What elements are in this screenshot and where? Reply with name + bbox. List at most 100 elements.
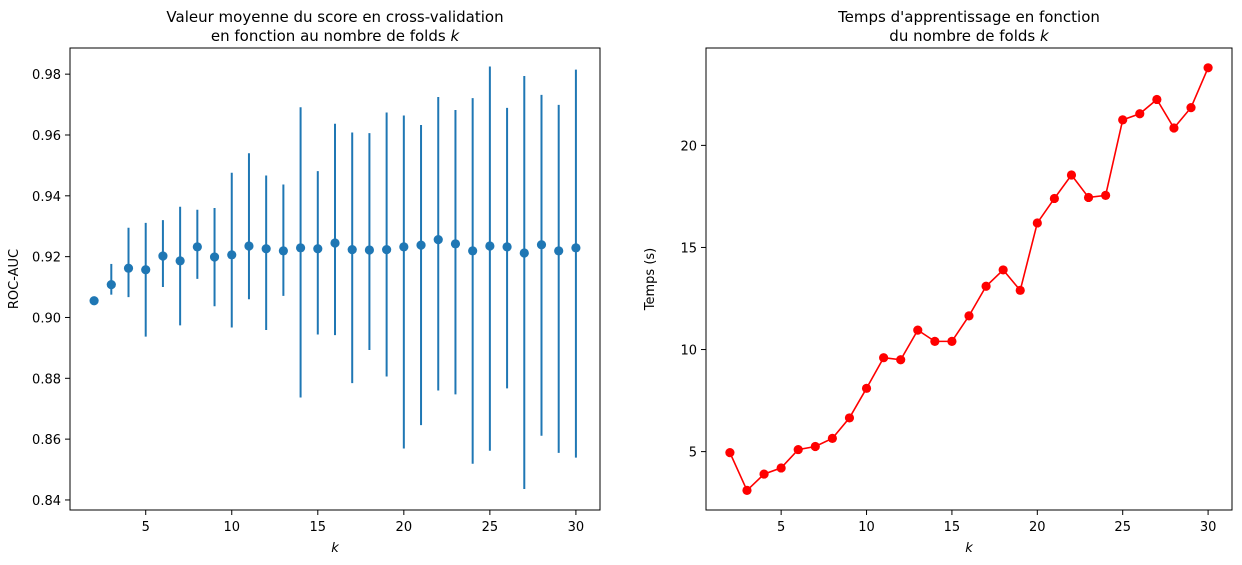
x-tick-label: 25: [1114, 520, 1131, 535]
data-point: [571, 243, 581, 253]
data-point: [1169, 123, 1179, 133]
data-point: [913, 325, 923, 335]
y-tick-label: 10: [680, 344, 697, 359]
data-point: [364, 245, 375, 255]
chart-title-variable: k: [1040, 27, 1050, 45]
data-point: [209, 252, 220, 262]
x-tick-label: 10: [858, 520, 875, 535]
data-point: [227, 250, 237, 260]
x-tick-label: 20: [1029, 520, 1046, 535]
data-point: [998, 265, 1008, 275]
data-point: [793, 444, 803, 455]
data-point: [295, 243, 306, 253]
data-point: [158, 251, 168, 261]
data-point: [776, 463, 786, 473]
data-point: [175, 256, 185, 266]
y-tick-label: 0.86: [32, 433, 61, 448]
data-point: [1066, 170, 1077, 180]
data-point: [536, 240, 547, 250]
y-tick-label: 0.92: [32, 251, 61, 266]
data-point: [89, 296, 99, 306]
data-point: [399, 242, 409, 252]
plot-frame: [69, 47, 601, 511]
chart-panel-2: 5 10 15 20 25 30 5 10 15 20 k Temps (s) Temps d'appr…: [643, 8, 1233, 556]
x-tick-label: 15: [310, 520, 327, 535]
data-point: [1135, 109, 1145, 119]
chart-title-line-2: en fonction au nombre de folds k: [211, 27, 461, 45]
data-point: [1083, 192, 1094, 203]
y-tick-label: 0.88: [32, 372, 61, 387]
data-point: [554, 246, 564, 256]
y-tick-label: 0.96: [32, 129, 61, 144]
data-point: [485, 241, 495, 251]
data-point: [244, 241, 254, 251]
y-tick-label: 0.84: [32, 494, 61, 509]
data-point: [261, 244, 271, 254]
data-point: [347, 245, 357, 255]
data-point: [502, 242, 512, 252]
data-point: [742, 485, 752, 496]
x-tick-label: 5: [142, 520, 150, 535]
data-point: [1186, 103, 1196, 113]
chart-title-variable: k: [450, 27, 460, 45]
data-point: [896, 355, 906, 365]
y-tick-label: 20: [680, 139, 697, 154]
x-tick-label: 30: [1200, 520, 1217, 535]
data-point: [1049, 193, 1059, 204]
data-point: [330, 238, 340, 248]
data-point: [981, 281, 991, 291]
data-point: [519, 248, 529, 258]
data-point: [1101, 190, 1111, 200]
data-point: [1118, 115, 1128, 125]
x-tick-label: 5: [777, 520, 785, 535]
chart-title-line-1: Valeur moyenne du score en cross-validat…: [166, 8, 503, 26]
data-point: [1032, 218, 1042, 228]
y-axis-label: Temps (s): [643, 248, 658, 311]
data-point: [106, 280, 116, 290]
x-tick-label: 30: [568, 520, 585, 535]
data-point: [879, 353, 889, 363]
series-line: [729, 67, 1209, 492]
data-point: [278, 246, 288, 256]
data-point: [725, 448, 735, 458]
chart-title-line-2: du nombre de folds k: [889, 27, 1050, 45]
y-tick-label: 0.94: [32, 190, 61, 205]
data-point: [930, 336, 940, 346]
x-tick-label: 15: [944, 520, 961, 535]
data-point: [123, 263, 134, 273]
data-point: [433, 235, 443, 245]
y-tick-label: 5: [689, 446, 697, 461]
data-point: [827, 433, 837, 443]
data-point: [313, 244, 323, 254]
data-point: [759, 469, 769, 479]
x-tick-label: 20: [396, 520, 413, 535]
plot-frame: [705, 47, 1233, 511]
chart-title-text: du nombre de folds: [889, 27, 1040, 45]
data-point: [861, 383, 872, 393]
data-point: [810, 441, 820, 452]
data-point: [1015, 285, 1025, 295]
y-tick-label: 0.90: [32, 311, 61, 326]
y-tick-label: 0.98: [32, 68, 61, 83]
data-point: [1203, 63, 1213, 73]
data-point: [964, 311, 974, 321]
y-axis-label: ROC-AUC: [7, 249, 22, 309]
data-point: [450, 239, 461, 249]
chart-title-line-1: Temps d'apprentissage en fonction: [837, 8, 1100, 26]
data-point: [382, 245, 392, 255]
chart-title-text: en fonction au nombre de folds: [211, 27, 451, 45]
data-point: [844, 413, 855, 423]
x-tick-label: 10: [223, 520, 240, 535]
data-point: [1152, 94, 1162, 105]
data-point: [947, 336, 957, 346]
x-axis-label: k: [331, 541, 339, 556]
data-point: [416, 240, 426, 250]
x-axis-label: k: [965, 541, 973, 556]
x-tick-label: 25: [482, 520, 499, 535]
y-tick-label: 15: [680, 241, 697, 256]
data-point: [468, 246, 478, 256]
data-point: [141, 265, 151, 275]
chart-panel-1: 5 10 15 20 25 30 0.84 0.86 0.88 0.90 0.92 0.94 0.96 0…: [7, 8, 601, 556]
data-point: [192, 242, 202, 252]
